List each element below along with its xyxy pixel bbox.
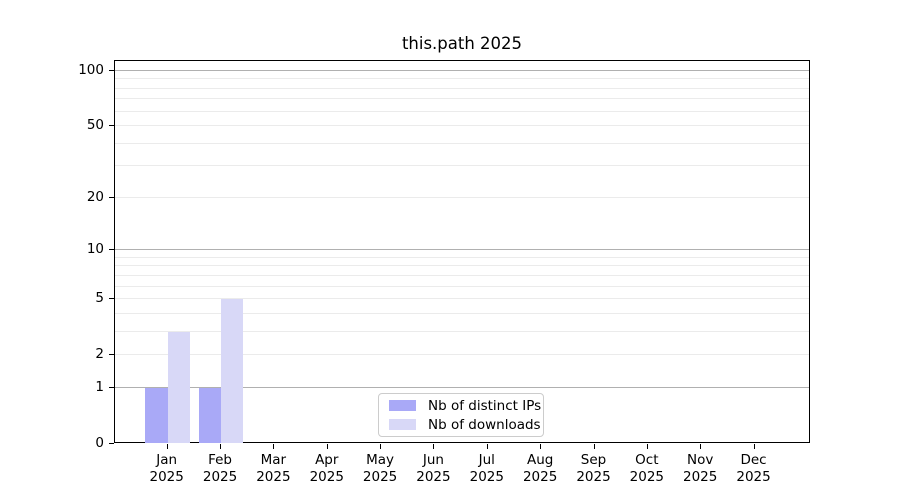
- y-gridline-minor-40: [115, 142, 809, 144]
- x-tick-label-nov: Nov 2025: [668, 452, 732, 485]
- x-tick-label-oct: Oct 2025: [615, 452, 679, 485]
- y-gridline-minor-5: [115, 298, 809, 300]
- x-tick-label-month-aug: Aug: [526, 452, 554, 468]
- x-tick-aug: [540, 444, 542, 449]
- y-gridline-minor-80: [115, 87, 809, 89]
- x-tick-label-aug: Aug 2025: [508, 452, 572, 485]
- y-gridline-minor-2: [115, 354, 809, 356]
- legend: Nb of distinct IPs Nb of downloads: [378, 393, 544, 437]
- y-tick-100: [109, 70, 114, 71]
- x-tick-label-year-jul: 2025: [469, 468, 504, 485]
- x-tick-jan: [166, 444, 168, 449]
- y-gridline-minor-90: [115, 78, 809, 80]
- y-gridline-minor-3: [115, 330, 809, 332]
- y-tick-2: [109, 354, 114, 356]
- y-gridline-minor-70: [115, 98, 809, 100]
- legend-item-downloads: Nb of downloads: [387, 417, 541, 433]
- x-tick-label-month-nov: Nov: [687, 452, 714, 468]
- y-gridline-minor-7: [115, 274, 809, 276]
- bar-downloads-jan: [167, 331, 191, 443]
- y-tick-label-10: 10: [86, 241, 104, 258]
- y-gridline-minor-8: [115, 265, 809, 267]
- x-tick-apr: [326, 444, 328, 449]
- y-tick-label-1: 1: [95, 378, 104, 395]
- y-gridline-minor-9: [115, 256, 809, 258]
- x-tick-dec: [753, 444, 755, 449]
- x-tick-label-jan: Jan 2025: [135, 452, 199, 485]
- x-tick-label-jul: Jul 2025: [455, 452, 519, 485]
- legend-swatch-downloads-icon: [389, 419, 416, 430]
- x-tick-label-year-feb: 2025: [202, 468, 238, 485]
- x-tick-label-year-mar: 2025: [256, 468, 291, 485]
- x-tick-label-year-aug: 2025: [522, 468, 558, 485]
- x-tick-label-month-may: May: [366, 452, 395, 468]
- y-tick-label-20: 20: [86, 188, 104, 205]
- y-tick-10: [109, 249, 114, 251]
- y-tick-1: [109, 386, 114, 388]
- x-tick-label-month-dec: Dec: [740, 452, 767, 468]
- x-tick-nov: [700, 444, 702, 449]
- x-tick-label-apr: Apr 2025: [295, 452, 359, 485]
- x-tick-label-year-apr: 2025: [309, 468, 344, 485]
- chart-title: this.path 2025: [401, 34, 523, 53]
- x-tick-label-year-sep: 2025: [576, 468, 611, 485]
- x-tick-label-year-oct: 2025: [629, 468, 665, 485]
- x-tick-label-dec: Dec 2025: [722, 452, 786, 485]
- x-tick-label-month-sep: Sep: [580, 452, 607, 468]
- x-tick-label-year-nov: 2025: [683, 468, 718, 485]
- y-gridline-major-1: [115, 386, 809, 388]
- y-gridline-major-10: [115, 249, 809, 251]
- x-tick-label-month-mar: Mar: [260, 452, 287, 468]
- x-tick-label-feb: Feb 2025: [188, 452, 252, 485]
- y-tick-20: [109, 196, 114, 198]
- y-gridline-major-100: [115, 70, 809, 71]
- x-tick-jun: [433, 444, 435, 449]
- legend-swatch-distinct-ips-icon: [389, 400, 416, 411]
- x-tick-label-month-feb: Feb: [208, 452, 232, 468]
- y-gridline-minor-6: [115, 285, 809, 287]
- x-tick-label-year-dec: 2025: [736, 468, 771, 485]
- y-gridline-minor-60: [115, 110, 809, 112]
- bar-distinct-ips-feb: [198, 387, 222, 443]
- y-gridline-minor-50: [115, 125, 809, 127]
- y-gridline-minor-20: [115, 196, 809, 198]
- y-gridline-minor-30: [115, 165, 809, 167]
- y-tick-label-2: 2: [95, 346, 104, 363]
- x-tick-label-sep: Sep 2025: [562, 452, 626, 485]
- x-tick-label-month-jun: Jun: [422, 452, 444, 468]
- x-tick-oct: [646, 444, 648, 449]
- y-tick-50: [109, 125, 114, 127]
- x-tick-label-year-jan: 2025: [149, 468, 184, 485]
- y-tick-label-50: 50: [86, 117, 104, 134]
- x-tick-mar: [273, 444, 275, 449]
- y-tick-label-100: 100: [78, 62, 104, 78]
- y-tick-label-0: 0: [95, 435, 104, 451]
- legend-label-downloads: Nb of downloads: [428, 416, 541, 433]
- x-tick-feb: [220, 444, 222, 449]
- x-tick-jul: [486, 444, 488, 449]
- x-tick-may: [380, 444, 382, 449]
- y-tick-5: [109, 298, 114, 300]
- x-tick-label-year-jun: 2025: [416, 468, 451, 485]
- bar-downloads-feb: [221, 299, 244, 443]
- x-tick-label-jun: Jun 2025: [401, 452, 465, 485]
- x-tick-label-may: May 2025: [348, 452, 412, 485]
- plot-area: [114, 60, 810, 443]
- legend-item-distinct-ips: Nb of distinct IPs: [387, 398, 541, 414]
- x-tick-sep: [593, 444, 595, 449]
- y-gridline-minor-4: [115, 312, 809, 314]
- x-tick-label-year-may: 2025: [362, 468, 398, 485]
- x-tick-label-month-jan: Jan: [156, 452, 178, 468]
- bar-distinct-ips-jan: [145, 387, 168, 443]
- x-tick-label-month-apr: Apr: [315, 452, 339, 468]
- y-tick-label-5: 5: [95, 290, 104, 307]
- x-tick-label-mar: Mar 2025: [241, 452, 305, 485]
- x-tick-label-month-jul: Jul: [478, 452, 495, 468]
- y-tick-0: [109, 443, 114, 444]
- legend-label-distinct-ips: Nb of distinct IPs: [428, 397, 542, 414]
- x-tick-label-month-oct: Oct: [635, 452, 659, 468]
